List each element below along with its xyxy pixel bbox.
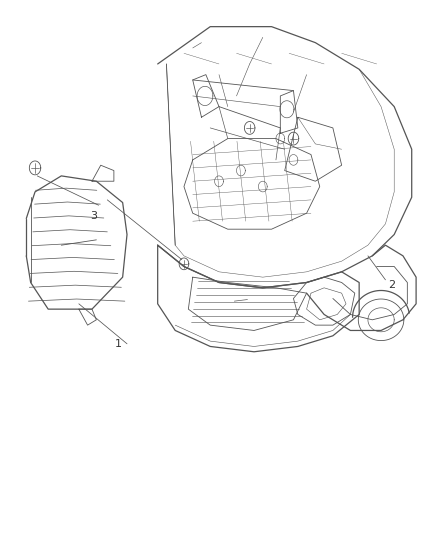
Text: 3: 3 — [91, 211, 98, 221]
Text: 2: 2 — [389, 280, 396, 290]
Text: 1: 1 — [115, 339, 122, 349]
